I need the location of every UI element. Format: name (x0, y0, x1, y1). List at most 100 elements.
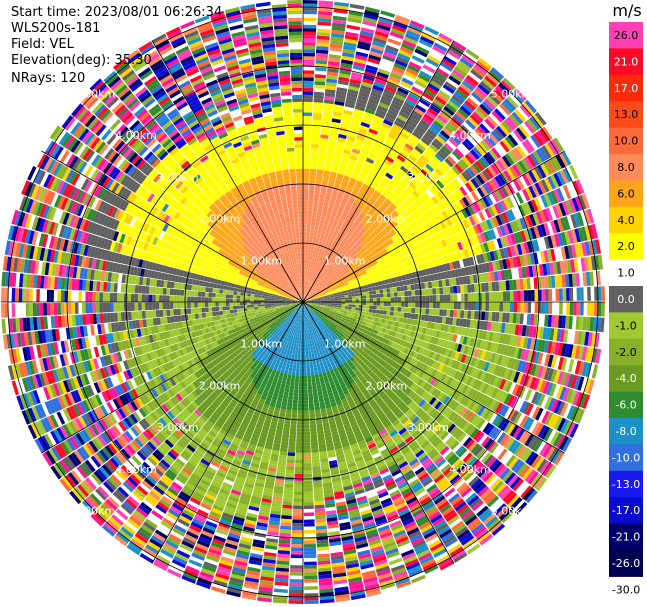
range-gate (322, 269, 326, 274)
range-gate (330, 245, 335, 251)
range-gate (400, 80, 413, 89)
range-gate (318, 267, 323, 272)
range-gate (413, 83, 425, 92)
range-gate (332, 161, 340, 167)
range-gate (328, 241, 333, 246)
range-gate (320, 130, 330, 136)
range-gate (305, 288, 307, 292)
range-gate (435, 117, 446, 127)
range-gate (352, 231, 358, 237)
range-gate (367, 57, 381, 65)
range-gate (316, 215, 321, 220)
range-gate (383, 159, 393, 167)
range-gate (325, 228, 331, 233)
range-gate (343, 106, 354, 112)
range-gate (362, 115, 373, 122)
range-gate (338, 130, 348, 136)
range-gate (352, 222, 359, 228)
range-gate (314, 77, 326, 82)
range-gate (471, 293, 476, 302)
range-gate (401, 104, 413, 113)
range-gate (358, 91, 370, 98)
range-gate (552, 288, 556, 301)
range-gate (359, 88, 371, 95)
range-gate (439, 302, 444, 309)
range-gate (404, 160, 413, 168)
range-gate (314, 409, 321, 414)
range-gate (403, 74, 416, 83)
range-gate (311, 374, 316, 379)
range-gate (368, 186, 376, 193)
range-gate (303, 98, 313, 103)
range-gate (324, 217, 330, 222)
range-gate (344, 304, 349, 307)
range-gate (323, 270, 328, 275)
range-gate (374, 30, 389, 38)
range-gate (324, 250, 329, 255)
range-gate (319, 256, 323, 261)
range-gate (447, 100, 460, 111)
range-gate (303, 210, 308, 215)
range-gate (314, 277, 317, 281)
range-gate (453, 293, 458, 302)
range-gate (310, 161, 318, 166)
range-gate (321, 127, 330, 132)
range-gate (408, 92, 420, 101)
range-gate (345, 247, 350, 253)
range-gate (308, 200, 314, 205)
range-gate (468, 71, 482, 83)
range-gate (351, 148, 361, 155)
range-gate (381, 58, 394, 66)
range-gate (364, 204, 371, 211)
range-gate (396, 311, 401, 317)
range-gate (433, 98, 445, 109)
range-gate (356, 98, 368, 105)
range-gate (397, 291, 402, 297)
range-gate (309, 291, 313, 295)
range-gate (303, 56, 315, 60)
range-gate (335, 225, 341, 230)
range-gate (476, 60, 490, 72)
range-gate (316, 42, 330, 47)
range-gate (419, 70, 432, 80)
range-gate (450, 72, 464, 83)
range-gate (310, 350, 314, 354)
range-gate (303, 266, 305, 271)
range-gate (332, 190, 339, 195)
range-gate (414, 79, 427, 89)
range-gate (314, 74, 326, 79)
range-gate (422, 302, 426, 308)
range-gate (356, 233, 362, 240)
range-gate (385, 136, 396, 144)
range-gate (337, 298, 342, 300)
range-gate (303, 38, 316, 43)
range-gate (367, 211, 374, 218)
range-gate (319, 141, 328, 146)
range-gate (347, 17, 362, 24)
range-gate (379, 306, 384, 311)
range-gate (317, 158, 325, 164)
range-gate (466, 74, 479, 86)
range-gate (429, 143, 439, 153)
range-gate (329, 266, 334, 271)
range-gate (453, 302, 458, 310)
range-gate (380, 203, 388, 211)
range-gate (303, 42, 316, 46)
range-gate (527, 290, 532, 302)
range-gate (432, 45, 446, 56)
range-gate (346, 135, 356, 142)
range-gate (329, 43, 343, 49)
range-gate (418, 98, 431, 108)
range-gate (304, 281, 307, 285)
range-gate (314, 70, 327, 75)
range-gate (332, 111, 343, 117)
range-gate (400, 307, 405, 313)
range-gate (321, 120, 331, 125)
range-gate (350, 225, 357, 231)
range-gate (379, 64, 392, 73)
range-gate (380, 61, 393, 69)
range-gate (369, 305, 374, 309)
range-gate (303, 224, 307, 229)
range-gate (311, 260, 314, 265)
range-gate (347, 132, 357, 139)
